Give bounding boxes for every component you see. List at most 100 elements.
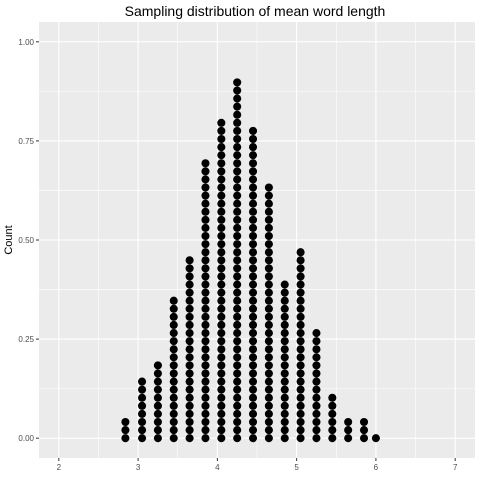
dot-point [185,280,194,289]
dot-point [248,361,258,370]
dot-point [233,320,242,330]
dot-point [328,393,337,402]
dot-marks [121,78,380,443]
dot-point [233,102,242,111]
dot-point [201,353,210,362]
dot-point [169,369,178,378]
dot-point [248,231,258,241]
dot-point [201,320,210,330]
dot-point [233,78,242,87]
dot-point [248,345,258,354]
dot-point [185,288,194,297]
dot-point [217,417,226,427]
dot-point [233,288,242,297]
dot-point [169,393,178,402]
dot-point [328,401,337,410]
dot-point [248,183,258,192]
dot-point [233,126,242,135]
dot-point [201,385,210,394]
dot-point [185,272,194,281]
dot-point [233,353,242,362]
dot-point [296,401,305,410]
dot-point [121,426,130,435]
dot-point [248,126,258,135]
dot-point [217,361,226,370]
dot-point [233,393,242,402]
dot-point [138,377,147,386]
dot-point [185,377,194,386]
dot-point [233,143,242,152]
dot-point [217,329,226,338]
dot-point [233,175,242,184]
dot-point [296,256,305,265]
dot-point [296,320,305,330]
dot-point [201,159,210,168]
dot-point [264,409,273,418]
y-tick-label: 0.25 [18,335,34,344]
dot-point [233,86,242,95]
dot-point [169,345,178,354]
dot-point [264,417,273,427]
dot-point [201,345,210,354]
dot-point [233,434,242,443]
chart-title: Sampling distribution of mean word lengt… [125,3,386,19]
dot-point [201,256,210,265]
dot-point [201,248,210,257]
dot-point [201,417,210,427]
dot-point [280,385,289,394]
dot-point [233,417,242,427]
dot-point [138,385,147,394]
dot-point [201,329,210,338]
dot-point [264,393,273,402]
dot-point [248,264,258,273]
dot-point [264,240,273,249]
dot-point [296,337,305,346]
dot-point [217,345,226,354]
dot-point [296,345,305,354]
dot-point [264,288,273,297]
dot-point [217,377,226,386]
dot-point [248,329,258,338]
dot-point [233,361,242,370]
dot-point [264,377,273,386]
dot-point [233,304,242,313]
dot-point [233,409,242,418]
dot-point [217,134,226,144]
dot-point [217,118,226,127]
dot-point [153,417,162,427]
dot-point [217,272,226,281]
dot-point [280,329,289,338]
dot-point [264,329,273,338]
dot-point [153,361,162,370]
dot-point [233,264,242,273]
dot-point [296,409,305,418]
dot-point [280,417,289,427]
dot-point [201,183,210,192]
dot-point [248,409,258,418]
x-tick-label: 3 [136,463,141,472]
dot-point [169,426,178,435]
dot-point [248,312,258,321]
dot-point [217,409,226,418]
dot-point [233,337,242,346]
dot-point [217,231,226,241]
dot-point [233,199,242,208]
dot-point [201,377,210,386]
dot-point [296,434,305,443]
dot-point [264,272,273,281]
dot-point [153,434,162,443]
dot-point [264,337,273,346]
dot-point [185,361,194,370]
dot-point [280,345,289,354]
dot-point [264,207,273,216]
dot-point [217,264,226,273]
dot-point [169,377,178,386]
dot-point [169,312,178,321]
dot-point [201,296,210,305]
dot-point [201,393,210,402]
dot-point [264,304,273,313]
dot-point [264,296,273,305]
dot-point [248,151,258,160]
dot-point [296,264,305,273]
dot-point [280,393,289,402]
